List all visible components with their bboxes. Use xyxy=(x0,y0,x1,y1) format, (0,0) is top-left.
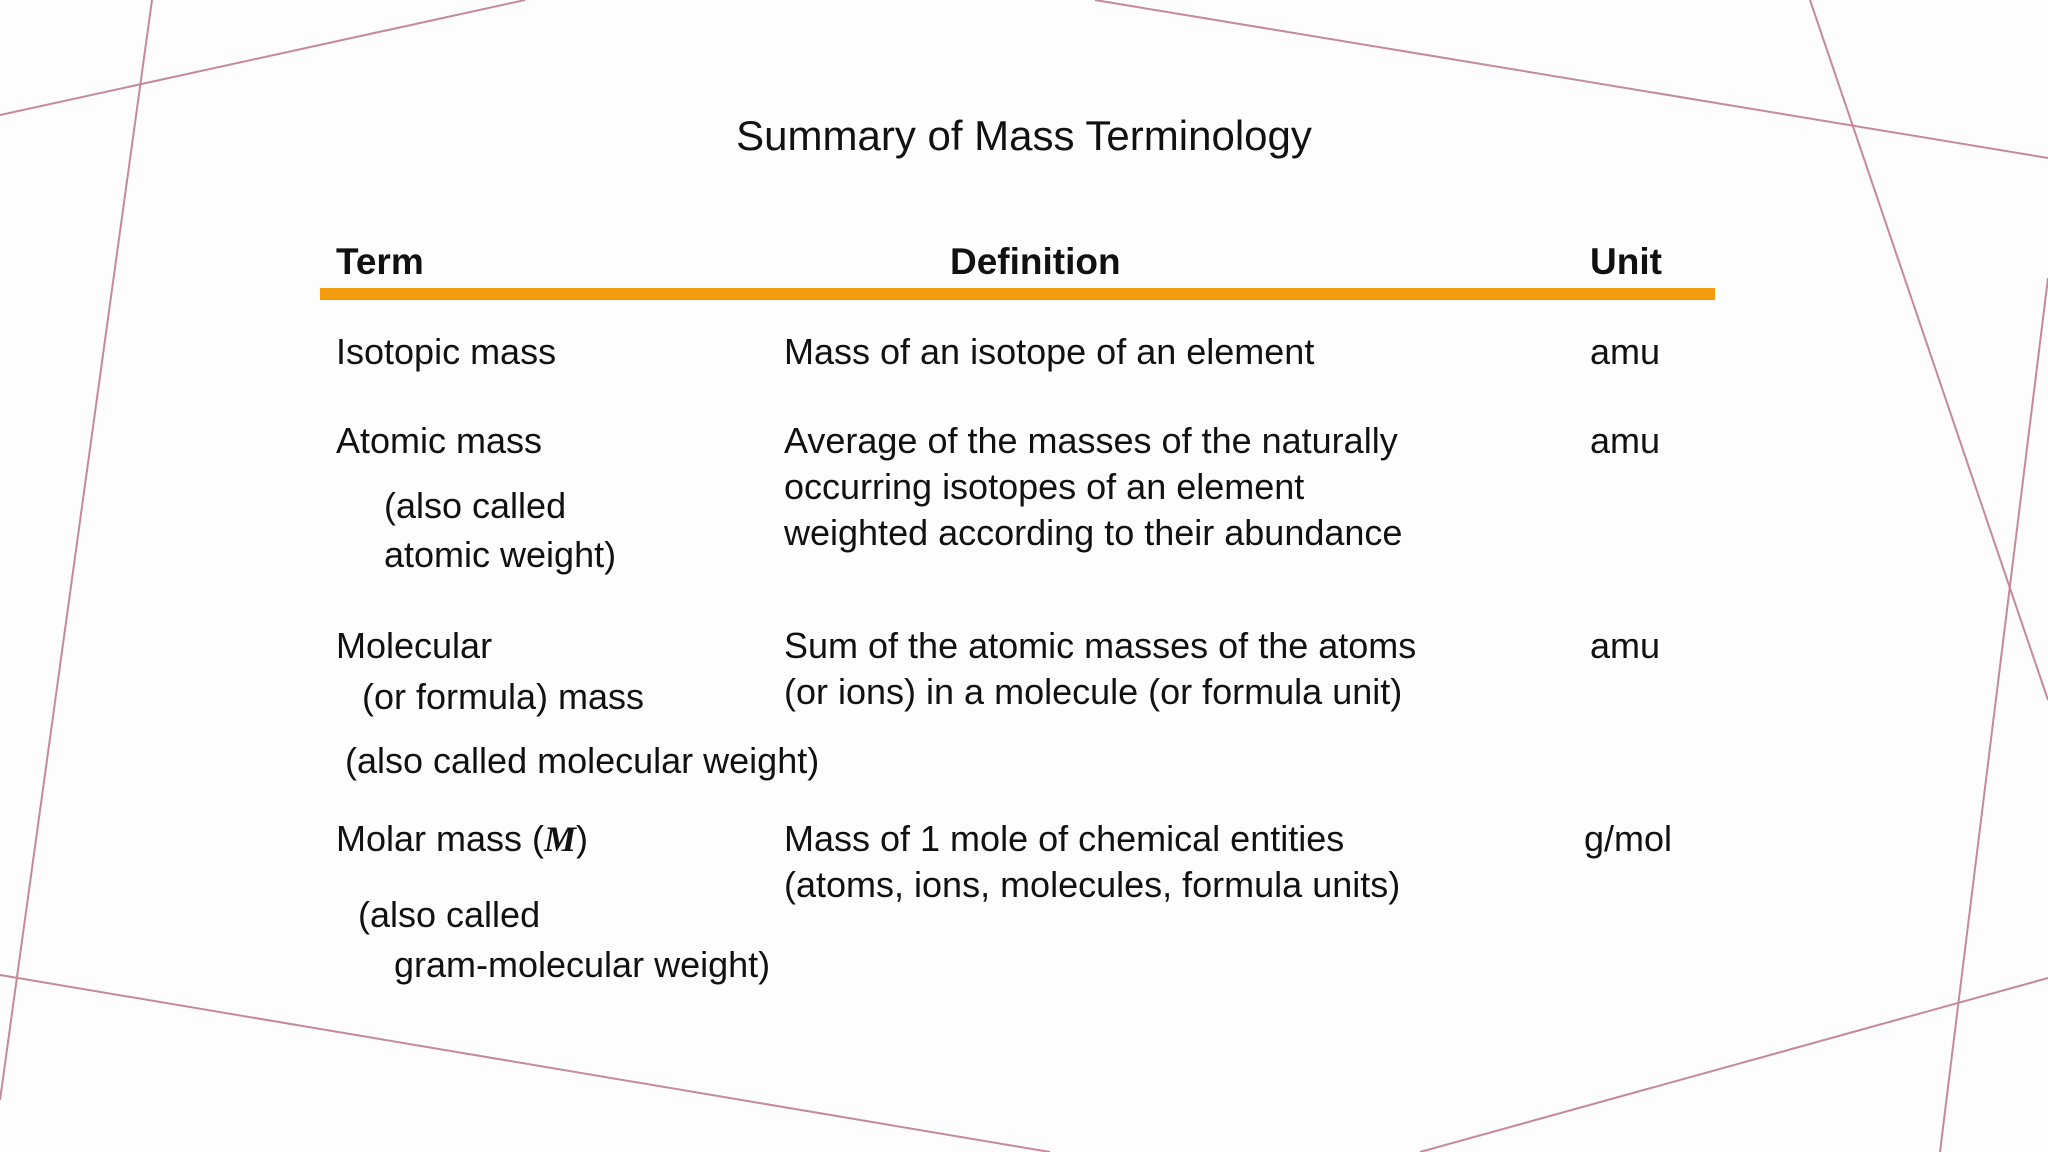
deco-line xyxy=(0,0,526,116)
term-note-line: (also called xyxy=(384,485,567,526)
deco-line xyxy=(1094,0,2048,159)
molar-mass-symbol: M xyxy=(544,819,577,859)
term-note-line: (also called xyxy=(358,894,541,935)
deco-line xyxy=(1809,0,2048,701)
definition-cell: Mass of an isotope of an element xyxy=(784,331,1315,372)
term-line: (or formula) mass xyxy=(362,676,645,717)
definition-line: occurring isotopes of an element xyxy=(784,466,1305,507)
deco-line xyxy=(0,974,1051,1152)
unit-cell: amu xyxy=(1590,625,1661,666)
term-cell: Isotopic mass xyxy=(336,331,557,372)
deco-line xyxy=(1939,277,2048,1152)
definition-line: Sum of the atomic masses of the atoms xyxy=(784,625,1417,666)
definition-line: Mass of 1 mole of chemical entities xyxy=(784,818,1345,859)
definition-line: (atoms, ions, molecules, formula units) xyxy=(784,864,1401,905)
unit-cell: amu xyxy=(1590,420,1661,461)
term-note-line: gram-molecular weight) xyxy=(394,944,771,985)
column-header-term: Term xyxy=(336,241,424,282)
unit-cell: amu xyxy=(1590,331,1661,372)
definition-line: (or ions) in a molecule (or formula unit… xyxy=(784,671,1403,712)
header-rule xyxy=(320,288,1715,300)
column-header-unit: Unit xyxy=(1590,241,1662,282)
slide-title: Summary of Mass Terminology xyxy=(736,112,1312,159)
term-text: Molar mass ( xyxy=(336,818,545,859)
term-note-line: atomic weight) xyxy=(384,534,617,575)
unit-cell: g/mol xyxy=(1584,818,1673,859)
definition-line: weighted according to their abundance xyxy=(784,512,1403,553)
deco-line xyxy=(1419,977,2048,1152)
term-note-line: (also called molecular weight) xyxy=(345,740,820,781)
deco-line xyxy=(0,0,153,1101)
definition-line: Average of the masses of the naturally xyxy=(784,420,1398,461)
term-line: Molecular xyxy=(336,625,493,666)
term-text: ) xyxy=(576,818,589,859)
term-cell: Atomic mass xyxy=(336,420,543,461)
column-header-definition: Definition xyxy=(950,241,1121,282)
term-cell: Molar mass (M) xyxy=(336,817,588,861)
